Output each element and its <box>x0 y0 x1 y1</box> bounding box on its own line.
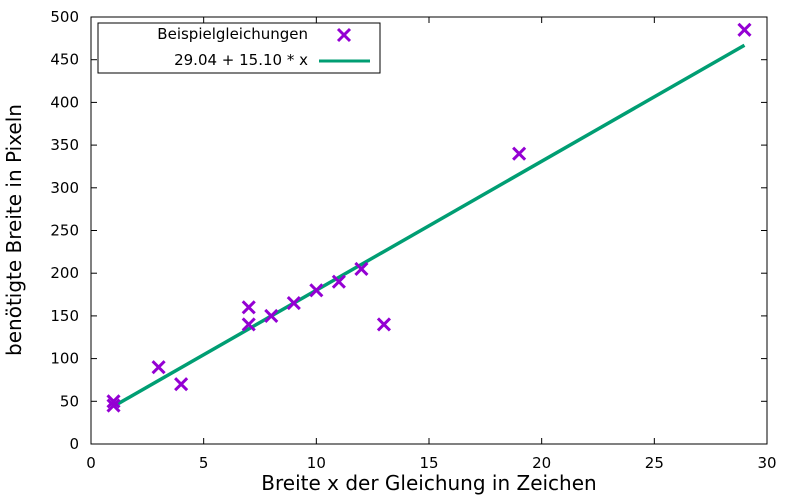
data-point <box>151 360 166 375</box>
y-tick-label: 500 <box>50 8 79 26</box>
y-tick-label: 50 <box>60 392 79 410</box>
y-tick-label: 350 <box>50 136 79 154</box>
data-point <box>354 261 369 276</box>
legend-x-marker <box>336 27 352 43</box>
x-tick-label: 25 <box>645 454 664 472</box>
data-point <box>174 377 189 392</box>
data-point <box>106 394 121 409</box>
legend: Beispielgleichungen 29.04 + 15.10 * x <box>97 22 381 74</box>
legend-label-fit: 29.04 + 15.10 * x <box>174 51 308 69</box>
data-point <box>106 398 121 413</box>
legend-marker-scatter <box>336 27 352 43</box>
y-tick-label: 200 <box>50 264 79 282</box>
y-tick-label: 0 <box>69 435 79 453</box>
y-tick-label: 150 <box>50 307 79 325</box>
x-tick-label: 10 <box>307 454 326 472</box>
x-tick-label: 5 <box>199 454 209 472</box>
x-tick-label: 0 <box>86 454 96 472</box>
x-tick-label: 20 <box>532 454 551 472</box>
x-tick-label: 15 <box>419 454 438 472</box>
data-point <box>241 300 256 315</box>
data-point <box>309 283 324 298</box>
data-point <box>737 22 752 37</box>
data-point <box>286 296 301 311</box>
data-point <box>264 308 279 323</box>
plot-border <box>90 16 768 445</box>
x-axis-label: Breite x der Gleichung in Zeichen <box>261 471 596 495</box>
legend-label-scatter: Beispielgleichungen <box>157 25 308 43</box>
fit-line-layer <box>112 43 746 408</box>
y-tick-label: 100 <box>50 350 79 368</box>
tick-labels: 0 5 10 15 20 25 300501001502002503003504004505… <box>50 8 776 472</box>
y-tick-label: 250 <box>50 222 79 240</box>
data-point <box>512 146 527 161</box>
data-point <box>376 317 391 332</box>
scatter-points-layer <box>106 22 752 413</box>
y-tick-label: 300 <box>50 179 79 197</box>
y-axis-label: benötigte Breite in Pixeln <box>2 104 26 356</box>
legend-box <box>97 22 381 74</box>
data-point <box>331 274 346 289</box>
axis-tick-marks <box>90 16 768 445</box>
data-point <box>241 317 256 332</box>
y-tick-label: 450 <box>50 51 79 69</box>
fit-line <box>112 43 746 408</box>
y-tick-label: 400 <box>50 93 79 111</box>
x-tick-label: 30 <box>757 454 776 472</box>
